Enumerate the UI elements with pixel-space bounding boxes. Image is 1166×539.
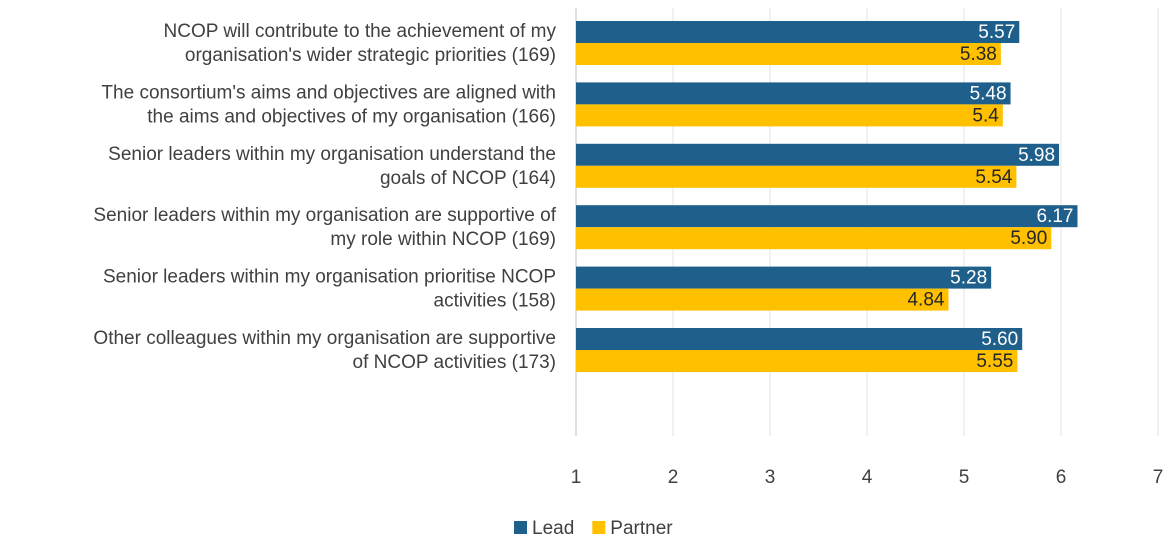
bar-lead: [576, 21, 1020, 43]
legend: Lead Partner: [514, 518, 673, 539]
x-tick-label: 6: [1056, 467, 1067, 488]
x-tick-label: 1: [571, 467, 582, 488]
data-label-lead: 5.48: [970, 83, 1007, 104]
bar-partner: [576, 165, 1017, 188]
category-label: Senior leaders within my organisation pr…: [103, 267, 556, 288]
bar-lead: [576, 143, 1060, 166]
bar-partner: [576, 104, 1003, 127]
category-label: my role within NCOP (169): [330, 229, 556, 250]
bar-partner: [576, 350, 1018, 372]
x-tick-label: 3: [765, 467, 776, 488]
x-tick-label: 5: [959, 467, 970, 488]
legend-label-lead: Lead: [532, 518, 574, 539]
category-label: Other colleagues within my organisation …: [93, 328, 556, 349]
data-label-partner: 5.55: [976, 351, 1013, 372]
x-axis-ticks: 1 2 3 4 5 6 7: [571, 467, 1164, 488]
data-label-lead: 5.60: [981, 329, 1018, 350]
data-label-partner: 5.38: [960, 44, 997, 65]
data-label-partner: 5.90: [1010, 228, 1047, 249]
legend-swatch-partner: [592, 521, 606, 534]
bar-lead: [576, 328, 1023, 350]
bar-lead: [576, 82, 1011, 105]
category-label: goals of NCOP (164): [380, 168, 556, 189]
x-tick-label: 2: [668, 467, 679, 488]
data-label-lead: 5.98: [1018, 145, 1055, 166]
category-label: the aims and objectives of my organisati…: [147, 106, 556, 127]
data-label-lead: 5.57: [978, 22, 1015, 43]
bar-lead: [576, 266, 992, 289]
data-label-partner: 5.4: [972, 105, 999, 126]
category-label: The consortium's aims and objectives are…: [101, 82, 556, 103]
data-label-lead: 5.28: [950, 268, 987, 289]
legend-label-partner: Partner: [610, 518, 673, 539]
category-label: organisation's wider strategic prioritie…: [185, 45, 556, 66]
category-label: of NCOP activities (173): [353, 352, 556, 373]
category-label: Senior leaders within my organisation ar…: [93, 205, 556, 226]
bar-partner: [576, 288, 949, 311]
data-label-partner: 5.54: [975, 167, 1012, 188]
category-label: activities (158): [434, 291, 557, 312]
category-label: Senior leaders within my organisation un…: [108, 144, 556, 165]
x-tick-label: 7: [1153, 467, 1164, 488]
category-labels: NCOP will contribute to the achievement …: [93, 21, 556, 373]
category-label: NCOP will contribute to the achievement …: [164, 21, 557, 42]
bar-partner: [576, 43, 1001, 65]
data-label-lead: 6.17: [1037, 206, 1074, 227]
bars: 5.575.38 5.485.4 5.98 5.54 6.175.90 5.28 4.84 5…: [576, 21, 1078, 372]
legend-swatch-lead: [514, 521, 527, 534]
data-label-partner: 4.84: [907, 290, 944, 311]
x-tick-label: 4: [862, 467, 873, 488]
bar-lead: [576, 205, 1078, 228]
bar-partner: [576, 227, 1052, 250]
